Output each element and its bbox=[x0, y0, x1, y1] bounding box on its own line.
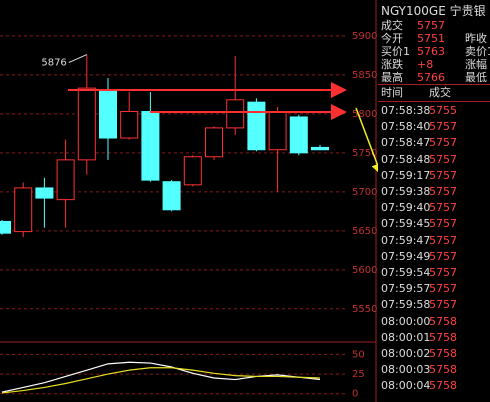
quote-panel: NGY100GE 宁贵银成交5757今开5751昨收买价15763卖价1涨跌+8… bbox=[378, 0, 490, 402]
trade-time: 07:59:47 bbox=[381, 233, 431, 247]
trade-time: 07:59:49 bbox=[381, 249, 431, 263]
trade-price: 5757 bbox=[429, 120, 457, 134]
candle-body bbox=[289, 116, 308, 154]
trade-price: 5757 bbox=[429, 201, 457, 215]
separator bbox=[378, 84, 490, 85]
candle-body bbox=[268, 111, 287, 151]
trade-price: 5755 bbox=[429, 104, 457, 117]
candle-body bbox=[0, 220, 11, 234]
candle-body bbox=[162, 181, 181, 211]
annotation-line bbox=[68, 54, 88, 64]
trade-price: 5757 bbox=[429, 249, 457, 263]
candle-body bbox=[183, 156, 202, 186]
y-tick-label: 5800 bbox=[352, 109, 377, 120]
trade-time: 07:58:38 bbox=[381, 104, 431, 117]
y-tick-label: 5650 bbox=[352, 226, 377, 237]
arrow bbox=[355, 107, 378, 176]
candle-body bbox=[205, 127, 223, 158]
trade-price: 5758 bbox=[429, 330, 457, 344]
candle-body bbox=[14, 187, 33, 233]
header-label: 时间 bbox=[381, 86, 403, 99]
trade-price: 5757 bbox=[429, 185, 457, 198]
quote-label: 买价1 bbox=[381, 45, 410, 58]
candle-body bbox=[77, 87, 96, 161]
trade-time: 07:59:38 bbox=[381, 185, 431, 198]
quote-label: 成交 bbox=[381, 19, 403, 32]
y-tick-label: 50 bbox=[352, 349, 365, 360]
trade-time: 07:59:17 bbox=[381, 168, 431, 182]
trade-price: 5757 bbox=[429, 233, 457, 247]
quote-value: 5766 bbox=[417, 71, 445, 84]
candle-body bbox=[226, 99, 245, 129]
quote-title: NGY100GE 宁贵银 bbox=[381, 4, 486, 18]
trade-price: 5757 bbox=[429, 298, 457, 312]
trade-price: 5757 bbox=[429, 168, 457, 182]
header-label: 成交 bbox=[429, 86, 451, 99]
trade-time: 08:00:02 bbox=[381, 347, 431, 360]
candle-body bbox=[56, 159, 75, 201]
candle-body bbox=[120, 111, 139, 139]
y-tick-label: 0 bbox=[352, 389, 358, 400]
indicator-line bbox=[1, 367, 321, 394]
trade-time: 07:59:57 bbox=[381, 282, 431, 296]
trade-time: 07:59:45 bbox=[381, 217, 431, 231]
y-tick-label: 5850 bbox=[352, 70, 377, 81]
quote-value: 5757 bbox=[417, 19, 445, 32]
trade-time: 07:58:40 bbox=[381, 120, 431, 134]
quote-label: 涨幅 bbox=[465, 58, 487, 71]
quote-label: 涨跌 bbox=[381, 58, 403, 71]
trade-time: 07:59:58 bbox=[381, 298, 431, 312]
candle-body bbox=[141, 111, 160, 181]
trade-time: 08:00:04 bbox=[381, 379, 431, 393]
trade-price: 5757 bbox=[429, 136, 457, 150]
y-tick-label: 5550 bbox=[352, 304, 377, 315]
y-tick-label: 5700 bbox=[352, 187, 377, 198]
chart: 5550 5600 5650 5700 5750 5800 5850 5900 5876 0 25 5… bbox=[0, 0, 378, 402]
trade-price: 5758 bbox=[429, 379, 457, 393]
trade-price: 5758 bbox=[429, 363, 457, 377]
trade-time: 07:58:48 bbox=[381, 152, 431, 166]
annotation: 5876 bbox=[41, 58, 66, 69]
trade-price: 5757 bbox=[429, 282, 457, 296]
quote-value: 5751 bbox=[417, 32, 445, 45]
indicator-line bbox=[1, 361, 321, 393]
candle-body bbox=[311, 146, 329, 151]
quote-label: 最低 bbox=[465, 71, 487, 84]
trade-price: 5758 bbox=[429, 314, 457, 328]
trade-time: 08:00:00 bbox=[381, 314, 431, 328]
trade-time: 07:59:54 bbox=[381, 266, 431, 279]
trade-time: 08:00:03 bbox=[381, 363, 431, 377]
y-tick-label: 5600 bbox=[352, 265, 377, 276]
quote-label: 卖价1 bbox=[465, 45, 490, 58]
quote-label: 今开 bbox=[381, 32, 403, 45]
trade-time: 08:00:01 bbox=[381, 330, 431, 344]
y-tick-label: 5750 bbox=[352, 148, 377, 159]
quote-label: 昨收 bbox=[465, 32, 487, 45]
quote-label: 最高 bbox=[381, 71, 403, 84]
quote-value: +8 bbox=[417, 58, 434, 71]
trade-price: 5758 bbox=[429, 347, 457, 360]
y-tick-label: 5900 bbox=[352, 31, 377, 42]
quote-value: 5763 bbox=[417, 45, 445, 58]
candle-body bbox=[35, 187, 54, 199]
trade-time: 07:58:47 bbox=[381, 136, 431, 150]
y-tick-label: 25 bbox=[352, 369, 365, 380]
candle-body bbox=[247, 101, 266, 151]
candle-body bbox=[99, 89, 117, 139]
separator bbox=[378, 101, 490, 102]
trade-price: 5757 bbox=[429, 152, 457, 166]
trade-price: 5757 bbox=[429, 266, 457, 279]
trade-price: 5757 bbox=[429, 217, 457, 231]
trade-time: 07:59:40 bbox=[381, 201, 431, 215]
